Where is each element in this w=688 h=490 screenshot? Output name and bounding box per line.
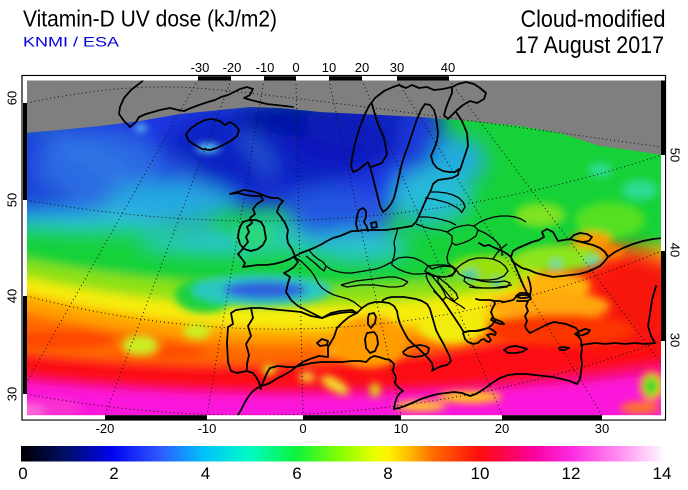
svg-text:-20: -20	[96, 421, 115, 436]
svg-text:10: 10	[322, 60, 336, 75]
svg-text:-30: -30	[191, 60, 210, 75]
svg-text:17 August 2017: 17 August 2017	[515, 32, 664, 59]
svg-text:30: 30	[5, 387, 20, 401]
svg-text:6: 6	[292, 464, 301, 483]
svg-text:Cloud-modified: Cloud-modified	[521, 6, 666, 33]
svg-text:8: 8	[383, 464, 392, 483]
svg-text:KNMI / ESA: KNMI / ESA	[23, 34, 120, 50]
svg-text:0: 0	[292, 60, 299, 75]
svg-text:2: 2	[109, 464, 118, 483]
svg-text:20: 20	[495, 421, 509, 436]
svg-text:30: 30	[668, 333, 683, 347]
svg-text:40: 40	[668, 243, 683, 257]
svg-text:4: 4	[201, 464, 210, 483]
svg-text:50: 50	[5, 193, 20, 207]
svg-text:14: 14	[653, 464, 672, 483]
svg-text:0: 0	[299, 421, 306, 436]
svg-text:40: 40	[441, 60, 455, 75]
svg-text:-10: -10	[256, 60, 275, 75]
svg-text:30: 30	[390, 60, 404, 75]
svg-text:20: 20	[355, 60, 369, 75]
svg-text:40: 40	[5, 289, 20, 303]
svg-text:-20: -20	[223, 60, 242, 75]
svg-text:30: 30	[595, 421, 609, 436]
svg-text:0: 0	[18, 464, 27, 483]
svg-text:50: 50	[668, 148, 683, 162]
svg-text:-10: -10	[198, 421, 217, 436]
svg-text:10: 10	[471, 464, 490, 483]
svg-text:12: 12	[562, 464, 581, 483]
svg-text:Vitamin-D UV dose (kJ/m2): Vitamin-D UV dose (kJ/m2)	[23, 6, 277, 32]
svg-text:10: 10	[394, 421, 408, 436]
svg-text:60: 60	[5, 91, 20, 105]
